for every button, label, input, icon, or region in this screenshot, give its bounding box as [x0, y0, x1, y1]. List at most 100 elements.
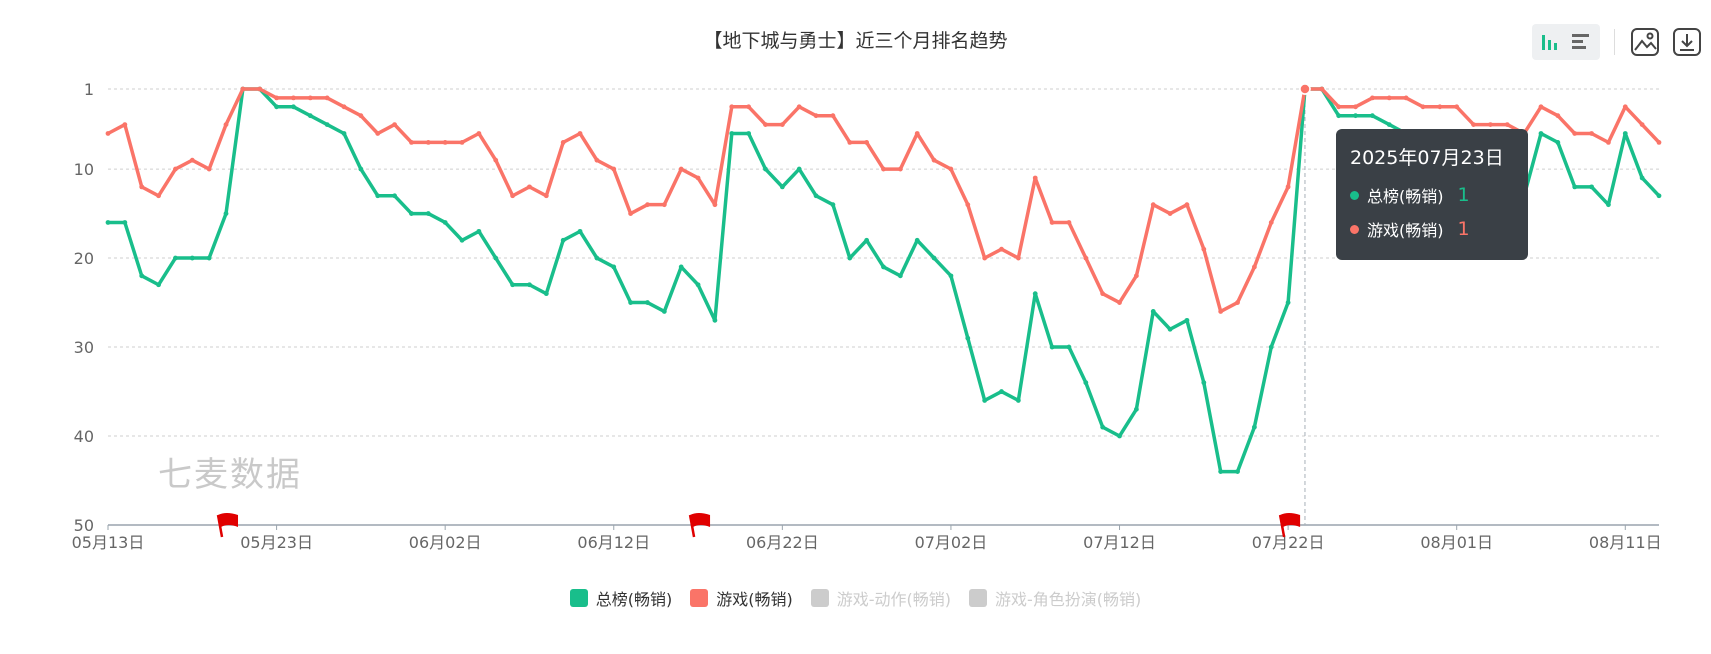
- data-point: [695, 175, 701, 181]
- data-point: [324, 95, 330, 101]
- y-tick-label: 40: [74, 427, 94, 446]
- data-point: [291, 104, 296, 110]
- legend-item-total[interactable]: 总榜(畅销): [569, 586, 672, 610]
- data-point: [1117, 300, 1122, 305]
- toolbar-divider: [1614, 29, 1615, 55]
- data-point: [948, 166, 954, 172]
- data-point: [1083, 255, 1089, 261]
- tooltip-row: 游戏(畅销) 1: [1350, 212, 1514, 246]
- y-tick-label: 10: [74, 160, 94, 179]
- data-point: [1589, 184, 1594, 190]
- tooltip-series-name: 总榜(畅销): [1367, 187, 1444, 206]
- y-tick-label: 1: [84, 80, 94, 99]
- data-point: [1167, 211, 1173, 216]
- y-tick-label: 50: [74, 516, 94, 535]
- data-point: [628, 300, 634, 305]
- data-point: [173, 166, 178, 172]
- highlight-point: [1299, 83, 1311, 95]
- data-point: [1015, 398, 1021, 403]
- data-point: [375, 131, 381, 136]
- data-point: [307, 95, 313, 101]
- data-point: [156, 193, 161, 199]
- tooltip-date: 2025年07月23日: [1350, 147, 1504, 169]
- data-point: [1117, 433, 1122, 439]
- chart-tooltip: 2025年07月23日 总榜(畅销) 1 游戏(畅销) 1: [1336, 129, 1528, 260]
- data-point: [1572, 131, 1578, 136]
- tooltip-dot-red: [1350, 224, 1359, 234]
- data-point: [1622, 104, 1628, 110]
- data-point: [1370, 113, 1375, 119]
- data-point: [965, 202, 971, 208]
- data-point: [813, 193, 819, 199]
- list-icon[interactable]: [1566, 27, 1596, 57]
- data-point: [1504, 122, 1510, 127]
- data-point: [1437, 104, 1443, 110]
- data-point: [409, 211, 414, 216]
- x-tick-label: 07月02日: [915, 533, 988, 552]
- data-point: [105, 131, 111, 136]
- data-point: [1336, 104, 1342, 110]
- data-point: [543, 193, 549, 199]
- data-point: [291, 95, 296, 101]
- data-point: [122, 122, 128, 127]
- data-point: [1049, 220, 1055, 225]
- data-point: [409, 139, 414, 145]
- legend-label: 游戏-动作(畅销): [836, 590, 951, 609]
- data-point: [628, 211, 634, 216]
- data-point: [1555, 113, 1561, 119]
- data-point: [948, 273, 954, 279]
- image-icon[interactable]: [1629, 26, 1661, 58]
- data-point: [779, 184, 785, 190]
- data-point: [1251, 424, 1257, 430]
- data-point: [1133, 406, 1139, 412]
- legend-swatch: [810, 589, 829, 607]
- data-point: [796, 104, 802, 110]
- data-point: [1353, 113, 1358, 119]
- data-point: [1386, 95, 1392, 101]
- event-flag-icon[interactable]: [1278, 513, 1301, 538]
- legend-label: 游戏(畅销): [716, 590, 793, 609]
- data-point: [1656, 139, 1662, 145]
- flag-pole: [1278, 514, 1286, 538]
- tooltip-row: 总榜(畅销) 1: [1350, 178, 1514, 212]
- data-point: [1336, 113, 1342, 119]
- data-point: [493, 255, 499, 261]
- data-point: [1235, 300, 1240, 305]
- tooltip-dot-green: [1350, 190, 1359, 200]
- flag-cloth: [690, 513, 711, 527]
- data-point: [779, 122, 785, 127]
- data-point: [560, 237, 566, 243]
- data-point: [206, 166, 212, 172]
- data-point: [661, 202, 667, 208]
- data-point: [965, 335, 971, 341]
- data-point: [1353, 104, 1358, 110]
- bar-chart-icon[interactable]: [1536, 27, 1566, 57]
- event-flag-icon[interactable]: [216, 513, 239, 538]
- data-point: [645, 202, 650, 208]
- legend-item-game-rpg[interactable]: 游戏-角色扮演(畅销): [969, 586, 1141, 610]
- data-point: [1100, 291, 1106, 297]
- flag-cloth: [1280, 513, 1301, 527]
- data-point: [543, 291, 549, 297]
- event-flag-icon[interactable]: [688, 513, 711, 538]
- download-icon[interactable]: [1671, 26, 1703, 58]
- data-point: [560, 139, 566, 145]
- data-point: [274, 104, 279, 110]
- data-point: [746, 131, 752, 136]
- data-point: [712, 202, 718, 208]
- data-point: [864, 237, 870, 243]
- x-tick-label: 05月23日: [240, 533, 313, 552]
- data-point: [1133, 273, 1139, 279]
- data-point: [678, 166, 684, 172]
- legend-item-game-action[interactable]: 游戏-动作(畅销): [810, 586, 951, 610]
- data-point: [931, 255, 937, 261]
- data-point: [729, 104, 735, 110]
- data-point: [1201, 380, 1207, 386]
- data-point: [1622, 131, 1628, 136]
- data-point: [459, 237, 465, 243]
- data-point: [763, 166, 768, 172]
- data-point: [1066, 220, 1072, 225]
- data-point: [1184, 202, 1190, 208]
- legend-item-game[interactable]: 游戏(畅销): [690, 586, 793, 610]
- x-tick-label: 06月22日: [746, 533, 819, 552]
